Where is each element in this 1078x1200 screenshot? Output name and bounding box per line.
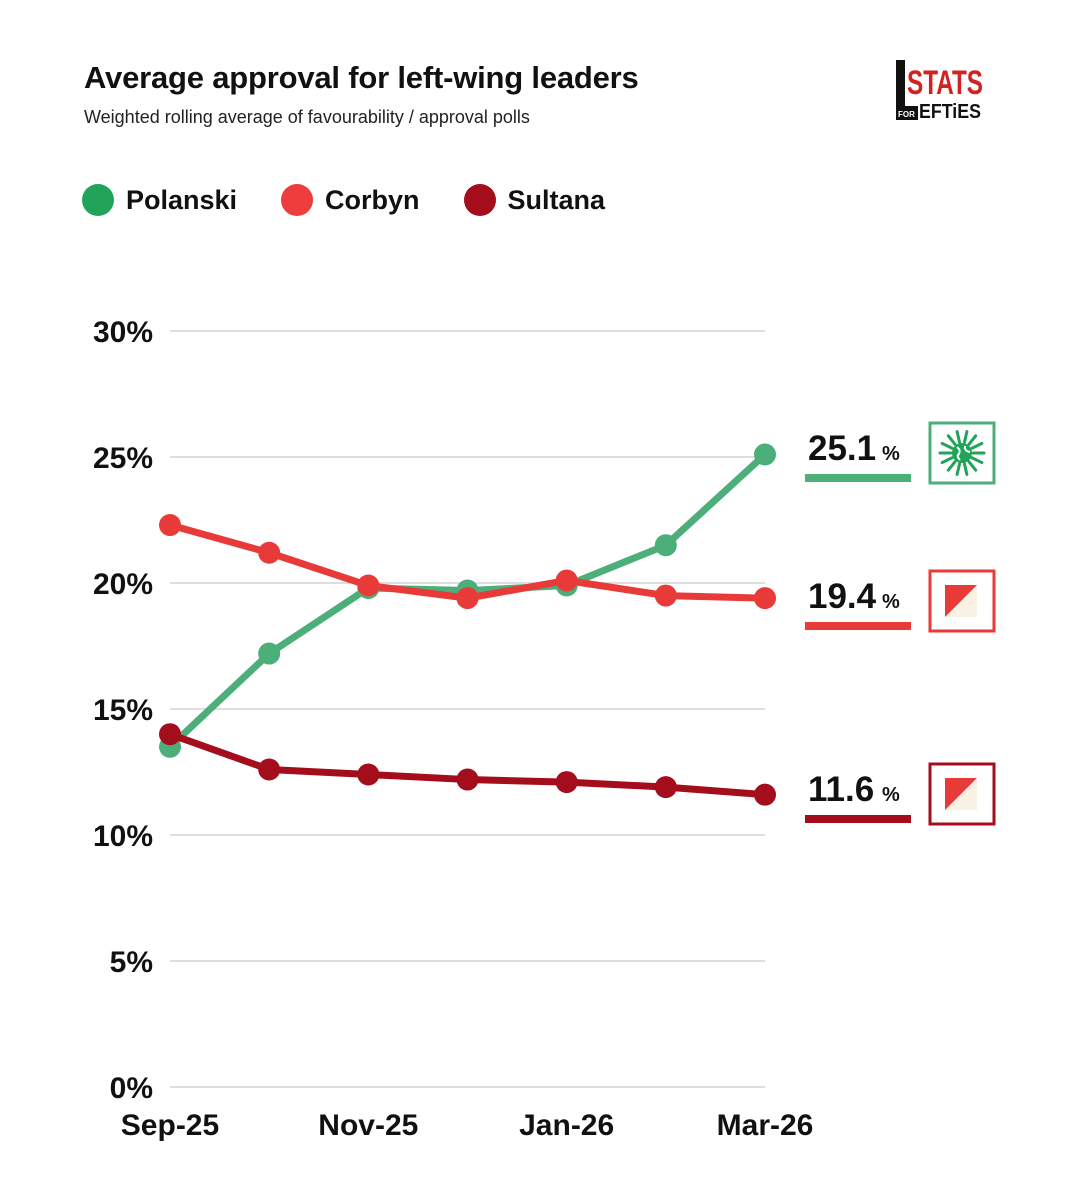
data-point-sultana-5 — [654, 776, 677, 799]
data-point-corbyn-4 — [555, 569, 578, 592]
logo-text-top: STATS — [907, 64, 983, 102]
legend-item-sultana: Sultana — [463, 184, 606, 216]
green-party-ray-icon — [967, 460, 978, 472]
data-point-corbyn-5 — [654, 584, 677, 607]
x-tick-label-nov-25: Nov-25 — [318, 1109, 418, 1142]
data-point-polanski-1 — [258, 642, 281, 665]
green-party-ray-icon — [946, 434, 957, 446]
your-party-triangle-icon — [945, 585, 977, 617]
end-value-corbyn: 19.4 — [808, 577, 877, 616]
y-tick-label-5: 5% — [110, 946, 153, 979]
y-tick-label-10: 10% — [93, 820, 153, 853]
data-point-corbyn-1 — [258, 541, 281, 564]
data-point-sultana-6 — [754, 783, 776, 806]
legend-item-polanski: Polanski — [82, 184, 237, 216]
green-party-ray-icon — [940, 456, 954, 465]
legend-label-corbyn: Corbyn — [325, 184, 420, 215]
green-party-ray-icon — [967, 434, 978, 446]
data-point-sultana-0 — [159, 723, 181, 746]
green-party-ray-icon — [946, 460, 957, 472]
your-party-triangle-icon — [945, 778, 977, 810]
y-tick-label-20: 20% — [93, 568, 153, 601]
data-point-corbyn-0 — [159, 514, 181, 537]
chart-legend: Polanski Corbyn Sultana — [82, 184, 649, 216]
green-party-ray-icon — [962, 430, 969, 444]
data-point-sultana-3 — [456, 768, 479, 791]
y-tick-label-15: 15% — [93, 694, 153, 727]
stats-for-lefties-logo: STATS FOR EFTiES — [896, 60, 983, 122]
legend-dot-corbyn — [281, 184, 314, 216]
x-tick-label-sep-25: Sep-25 — [121, 1109, 219, 1142]
data-point-sultana-2 — [357, 763, 380, 786]
data-point-corbyn-3 — [456, 587, 479, 610]
end-underline-sultana — [805, 815, 911, 823]
x-tick-label-mar-26: Mar-26 — [717, 1109, 814, 1142]
end-percent-polanski: % — [882, 443, 900, 465]
end-underline-corbyn — [805, 622, 911, 630]
data-point-corbyn-6 — [754, 587, 776, 610]
data-point-polanski-5 — [654, 534, 677, 557]
globe-land-icon — [956, 445, 971, 461]
green-party-ray-icon — [955, 430, 962, 444]
globe-icon — [952, 443, 972, 463]
data-point-sultana-1 — [258, 758, 281, 781]
data-point-sultana-4 — [555, 771, 578, 794]
end-underline-polanski — [805, 474, 911, 482]
green-party-ray-icon — [940, 441, 954, 450]
data-point-polanski-6 — [754, 443, 776, 466]
y-tick-label-25: 25% — [93, 442, 153, 475]
green-party-ray-icon — [962, 462, 969, 476]
chart-title: Average approval for left-wing leaders — [84, 60, 639, 95]
end-value-polanski: 25.1 — [808, 429, 876, 468]
green-party-ray-icon — [970, 441, 984, 450]
end-percent-corbyn: % — [882, 591, 900, 613]
end-value-sultana: 11.6 — [808, 770, 874, 809]
green-party-ray-icon — [970, 456, 984, 465]
y-tick-label-30: 30% — [93, 316, 153, 349]
legend-dot-polanski — [82, 184, 114, 216]
y-tick-label-0: 0% — [110, 1072, 153, 1105]
end-percent-sultana: % — [882, 784, 900, 806]
chart-subtitle: Weighted rolling average of favourabilit… — [84, 107, 530, 127]
legend-label-polanski: Polanski — [126, 184, 238, 215]
logo-text-small: FOR — [898, 110, 915, 119]
logo-text-bottom: EFTiES — [919, 101, 981, 122]
data-point-corbyn-2 — [357, 574, 380, 597]
legend-label-sultana: Sultana — [507, 184, 606, 215]
x-tick-label-jan-26: Jan-26 — [519, 1109, 614, 1142]
legend-dot-sultana — [463, 184, 496, 216]
legend-item-corbyn: Corbyn — [281, 184, 420, 216]
green-party-ray-icon — [955, 462, 962, 476]
